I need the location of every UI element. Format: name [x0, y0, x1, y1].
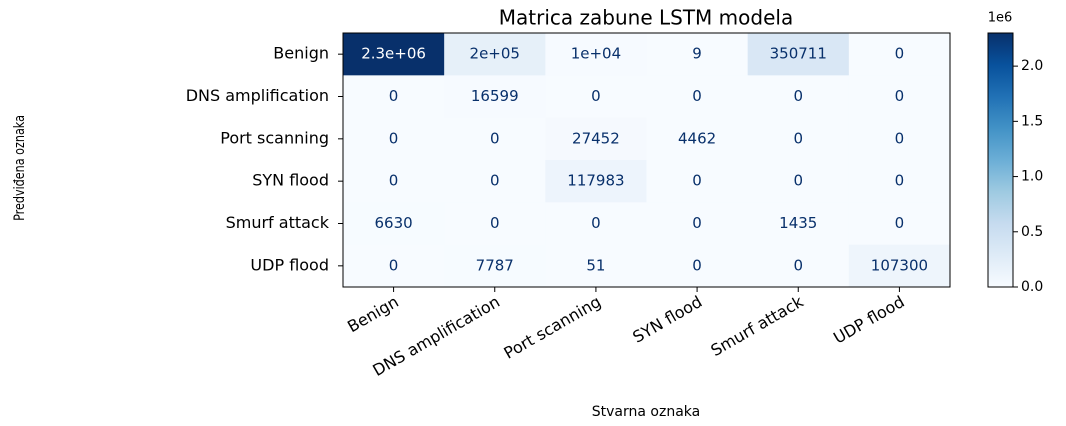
heatmap-cell	[646, 33, 749, 76]
cell-label: 0	[895, 172, 905, 190]
x-tick-label: SYN flood	[629, 292, 705, 347]
cell-label: 0	[490, 214, 500, 232]
heatmap-cell	[343, 202, 445, 246]
colorbar-offset: 1e6	[988, 11, 1013, 26]
heatmap-cell	[747, 202, 850, 246]
heatmap-cell	[343, 75, 445, 119]
cell-label: 0	[692, 87, 702, 105]
heatmap-cell	[848, 75, 951, 119]
cell-label: 0	[389, 129, 399, 147]
y-axis-label: Predviđena oznaka	[11, 115, 28, 221]
cell-label: 107300	[871, 256, 928, 274]
chart-title: Matrica zabune LSTM modela	[499, 6, 793, 30]
heatmap-cell	[646, 244, 749, 288]
y-tick-label: Smurf attack	[226, 213, 330, 232]
heatmap-cell	[444, 75, 546, 119]
colorbar-tick-label: 2.0	[1021, 58, 1043, 74]
cell-label: 2e+05	[470, 45, 520, 63]
cell-label: 4462	[678, 129, 716, 147]
heatmap-cell	[848, 202, 951, 246]
cell-label: 0	[895, 87, 905, 105]
heatmap-cell	[747, 160, 850, 203]
cell-label: 0	[490, 129, 500, 147]
cell-label: 117983	[567, 172, 624, 190]
cell-label: 0	[490, 172, 500, 190]
heatmap-cell	[545, 202, 647, 246]
heatmap-cell	[545, 244, 647, 288]
cell-label: 7787	[476, 256, 514, 274]
heatmap-cell	[747, 117, 850, 161]
heatmap-cell	[646, 202, 749, 246]
heatmap-cell	[343, 117, 445, 161]
heatmap-cell	[747, 75, 850, 119]
x-tick-label: Smurf attack	[707, 292, 807, 361]
cell-label: 1435	[779, 214, 817, 232]
cell-label: 0	[895, 214, 905, 232]
cell-label: 0	[692, 214, 702, 232]
heatmap-cell	[848, 117, 951, 161]
y-tick-label: Port scanning	[220, 128, 329, 147]
cell-label: 0	[692, 256, 702, 274]
colorbar-tick-label: 0.5	[1021, 224, 1043, 240]
cell-label: 0	[389, 172, 399, 190]
heatmap-cell	[545, 33, 647, 76]
cell-label: 16599	[471, 87, 519, 105]
heatmap-cell	[646, 117, 749, 161]
cell-label: 0	[793, 129, 803, 147]
heatmap-cell	[444, 202, 546, 246]
heatmap-cell	[343, 244, 445, 288]
colorbar-tick-label: 0.0	[1021, 279, 1043, 295]
y-tick-label: Benign	[273, 44, 329, 63]
cell-label: 0	[389, 256, 399, 274]
heatmap-cell	[646, 75, 749, 119]
y-tick-label: DNS amplification	[186, 86, 329, 105]
x-axis-label: Stvarna oznaka	[592, 404, 700, 420]
heatmap-cell	[848, 160, 951, 203]
cell-label: 0	[793, 172, 803, 190]
heatmap-cell	[343, 160, 445, 203]
cell-label: 51	[586, 256, 605, 274]
heatmap-cell	[848, 33, 951, 76]
cell-label: 0	[591, 87, 601, 105]
cell-label: 9	[692, 45, 702, 63]
y-tick-label: SYN flood	[252, 171, 329, 190]
cell-label: 0	[895, 45, 905, 63]
cell-label: 1e+04	[571, 45, 621, 63]
heatmap-cell	[747, 244, 850, 288]
cell-label: 0	[895, 129, 905, 147]
x-tick-label: Port scanning	[500, 292, 604, 363]
cell-label: 350711	[770, 45, 827, 63]
colorbar-tick-label: 1.0	[1021, 169, 1043, 185]
y-tick-label: UDP flood	[250, 255, 329, 274]
cell-label: 0	[793, 256, 803, 274]
heatmap-cell	[848, 244, 951, 288]
plot-frame	[342, 32, 951, 288]
cell-label: 27452	[572, 129, 620, 147]
x-tick-label: Benign	[344, 292, 402, 336]
cell-label: 0	[389, 87, 399, 105]
cell-label: 0	[591, 214, 601, 232]
heatmap-cell	[747, 33, 850, 76]
cell-label: 0	[793, 87, 803, 105]
colorbar	[987, 32, 1014, 288]
heatmap-cell	[545, 75, 647, 119]
x-tick-label: UDP flood	[830, 292, 908, 348]
colorbar-tick-label: 1.5	[1021, 113, 1043, 129]
heatmap-cell	[444, 117, 546, 161]
heatmap-cell	[545, 160, 647, 203]
cell-label: 0	[692, 172, 702, 190]
heatmap-cell	[343, 33, 445, 76]
cell-label: 2.3e+06	[361, 45, 426, 63]
heatmap-cell	[444, 33, 546, 76]
heatmap-cell	[545, 117, 647, 161]
cell-label: 6630	[374, 214, 412, 232]
heatmap-cell	[646, 160, 749, 203]
heatmap-cell	[444, 244, 546, 288]
heatmap-cell	[444, 160, 546, 203]
